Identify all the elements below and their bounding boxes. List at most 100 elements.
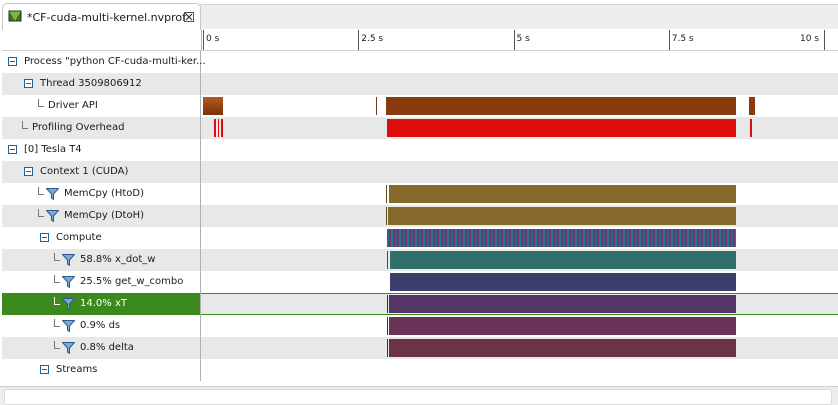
- driver-api-bar[interactable]: [376, 97, 377, 115]
- selection-outline: [201, 293, 838, 294]
- filter-icon: [62, 320, 75, 332]
- filter-icon: [46, 188, 59, 200]
- timeline-view: 0 s 2.5 s 5 s 7.5 s 10 s Process "python CF-…: [2, 30, 838, 386]
- delta-bar[interactable]: [387, 339, 388, 357]
- filter-icon: [62, 276, 75, 288]
- row-label: 25.5% get_w_combo: [80, 276, 184, 287]
- tree-branch-icon: [54, 275, 60, 283]
- timeline-row[interactable]: 0.9% ds: [2, 315, 838, 337]
- timeline-row[interactable]: 25.5% get_w_combo: [2, 271, 838, 293]
- ruler-tick-label: 10 s: [800, 34, 820, 44]
- x-dot-w-bar[interactable]: [390, 251, 736, 269]
- x-dot-w-bar[interactable]: [387, 251, 388, 269]
- collapse-icon[interactable]: [8, 145, 17, 154]
- memcpy-dtoh-bar[interactable]: [388, 207, 736, 225]
- delta-bar[interactable]: [389, 339, 736, 357]
- ruler-tick: [358, 30, 360, 50]
- row-label-cell[interactable]: 58.8% x_dot_w: [2, 249, 201, 271]
- row-label: Process "python CF-cuda-multi-ker...: [24, 56, 206, 67]
- timeline-row[interactable]: 58.8% x_dot_w: [2, 249, 838, 271]
- row-label-cell[interactable]: Driver API: [2, 95, 201, 117]
- profiling-overhead-bar[interactable]: [750, 119, 752, 137]
- row-label-cell[interactable]: Streams: [2, 359, 201, 381]
- profiling-overhead-bar[interactable]: [221, 119, 223, 137]
- row-label: MemCpy (HtoD): [64, 188, 145, 199]
- xT-bar[interactable]: [389, 295, 736, 313]
- tab-profile-file[interactable]: *CF-cuda-multi-kernel.nvprof: [2, 3, 201, 30]
- tree-branch-icon: [22, 121, 28, 129]
- timeline-row[interactable]: Profiling Overhead: [2, 117, 838, 139]
- timeline-row[interactable]: 0.8% delta: [2, 337, 838, 359]
- timeline-row[interactable]: MemCpy (HtoD): [2, 183, 838, 205]
- row-label-cell[interactable]: 0.8% delta: [2, 337, 201, 359]
- ds-bar[interactable]: [387, 317, 388, 335]
- tree-branch-icon: [54, 319, 60, 327]
- row-label-cell[interactable]: Process "python CF-cuda-multi-ker...: [2, 51, 206, 73]
- tree-branch-icon: [54, 341, 60, 349]
- row-label: MemCpy (DtoH): [64, 210, 145, 221]
- row-label-cell[interactable]: 14.0% xT: [2, 293, 201, 315]
- driver-api-bar[interactable]: [386, 97, 736, 115]
- ruler-tick: [513, 30, 515, 50]
- tree-branch-icon: [54, 253, 60, 261]
- tree-branch-icon: [38, 187, 44, 195]
- row-label-cell[interactable]: MemCpy (HtoD): [2, 183, 201, 205]
- get-w-combo-bar[interactable]: [390, 273, 736, 291]
- row-label-cell[interactable]: Profiling Overhead: [2, 117, 201, 139]
- ruler-tick: [203, 30, 204, 50]
- selection-outline: [201, 314, 838, 315]
- tree-branch-icon: [38, 99, 44, 107]
- compute-bar[interactable]: [387, 229, 736, 247]
- timeline-row[interactable]: MemCpy (DtoH): [2, 205, 838, 227]
- filter-icon: [46, 210, 59, 222]
- timeline-row[interactable]: Process "python CF-cuda-multi-ker...: [2, 51, 838, 73]
- driver-api-bar[interactable]: [749, 97, 755, 115]
- collapse-icon[interactable]: [24, 79, 33, 88]
- time-ruler: 0 s 2.5 s 5 s 7.5 s 10 s: [2, 30, 838, 51]
- xT-bar[interactable]: [387, 295, 388, 313]
- memcpy-htod-bar[interactable]: [389, 185, 736, 203]
- tree-branch-icon: [38, 209, 44, 217]
- ds-bar[interactable]: [389, 317, 736, 335]
- collapse-icon[interactable]: [40, 365, 49, 374]
- profiling-overhead-bar[interactable]: [214, 119, 216, 137]
- tab-title: *CF-cuda-multi-kernel.nvprof: [27, 11, 186, 24]
- timeline-row[interactable]: [0] Tesla T4: [2, 139, 838, 161]
- row-label: Thread 3509806912: [40, 78, 142, 89]
- row-label: 0.9% ds: [80, 320, 121, 331]
- memcpy-htod-bar[interactable]: [386, 185, 387, 203]
- row-label-cell[interactable]: Compute: [2, 227, 201, 249]
- row-label-cell[interactable]: Thread 3509806912: [2, 73, 201, 95]
- row-label: 58.8% x_dot_w: [80, 254, 156, 265]
- timeline-row[interactable]: Streams: [2, 359, 838, 381]
- ruler-spacer: [2, 30, 202, 50]
- row-label-cell[interactable]: Context 1 (CUDA): [2, 161, 201, 183]
- filter-icon: [62, 298, 75, 310]
- memcpy-dtoh-bar[interactable]: [386, 207, 387, 225]
- timeline-row[interactable]: Context 1 (CUDA): [2, 161, 838, 183]
- profiling-overhead-bar[interactable]: [218, 119, 219, 137]
- collapse-icon[interactable]: [24, 167, 33, 176]
- ruler-tick-label: 0 s: [206, 34, 220, 44]
- filter-icon: [62, 342, 75, 354]
- profiler-file-icon: [8, 10, 22, 22]
- row-label-cell[interactable]: MemCpy (DtoH): [2, 205, 201, 227]
- ruler-tick-label: 7.5 s: [671, 34, 694, 44]
- row-label: Driver API: [48, 100, 98, 111]
- ruler-tick-label: 2.5 s: [361, 34, 384, 44]
- collapse-icon[interactable]: [8, 57, 17, 66]
- row-label-cell[interactable]: 25.5% get_w_combo: [2, 271, 201, 293]
- timeline-row[interactable]: Driver API: [2, 95, 838, 117]
- row-label: Profiling Overhead: [32, 122, 125, 133]
- timeline-row[interactable]: Thread 3509806912: [2, 73, 838, 95]
- profiling-overhead-bar[interactable]: [387, 119, 736, 137]
- filter-icon: [62, 254, 75, 266]
- timeline-row[interactable]: 14.0% xT: [2, 293, 838, 315]
- driver-api-bar[interactable]: [203, 97, 223, 115]
- timeline-row[interactable]: Compute: [2, 227, 838, 249]
- collapse-icon[interactable]: [40, 233, 49, 242]
- row-label-cell[interactable]: [0] Tesla T4: [2, 139, 201, 161]
- row-label: Compute: [56, 232, 102, 243]
- close-icon[interactable]: [184, 12, 194, 22]
- row-label-cell[interactable]: 0.9% ds: [2, 315, 201, 337]
